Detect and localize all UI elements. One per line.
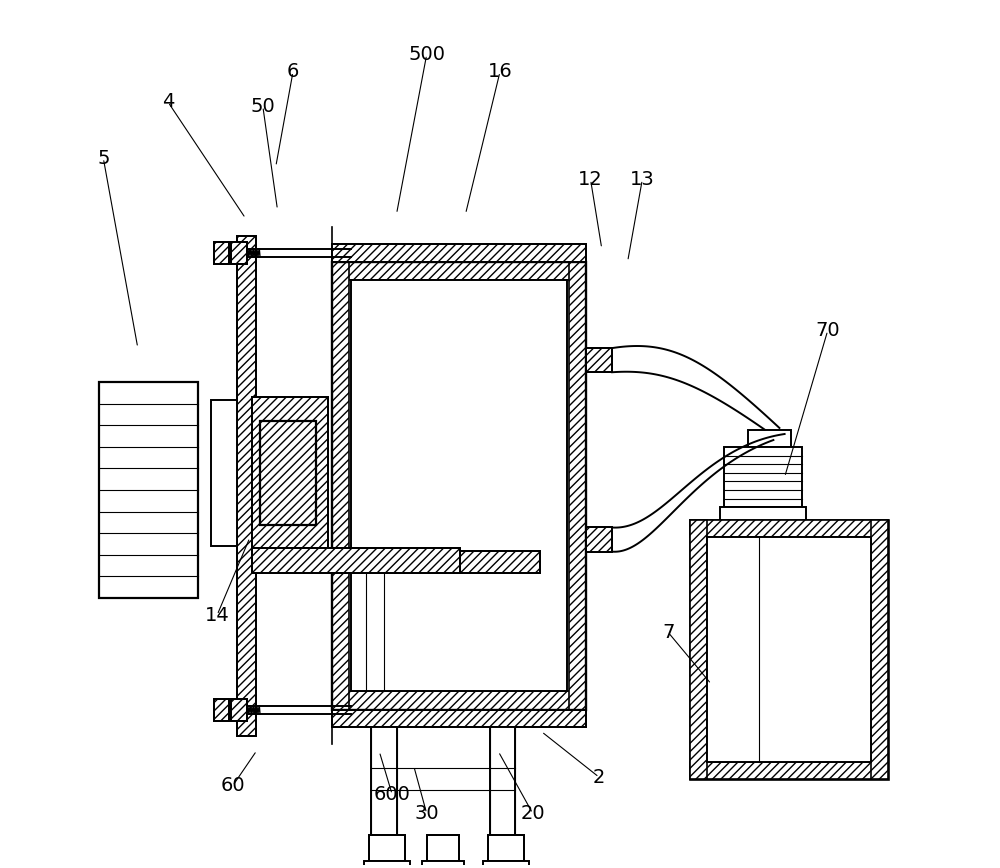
Text: 4: 4 (162, 93, 174, 111)
Text: 2: 2 (593, 768, 605, 786)
Polygon shape (252, 398, 328, 549)
Polygon shape (332, 244, 586, 261)
Polygon shape (690, 520, 707, 779)
Polygon shape (690, 762, 888, 779)
Text: 70: 70 (815, 321, 840, 340)
Text: 13: 13 (630, 170, 655, 189)
Text: 30: 30 (414, 804, 439, 823)
Polygon shape (237, 235, 256, 736)
Polygon shape (252, 549, 460, 573)
Polygon shape (724, 447, 802, 507)
Polygon shape (214, 699, 229, 721)
Polygon shape (488, 835, 524, 861)
Polygon shape (569, 261, 586, 710)
Polygon shape (214, 241, 229, 264)
Polygon shape (260, 421, 316, 524)
Polygon shape (332, 691, 586, 710)
Polygon shape (231, 699, 247, 721)
Text: 60: 60 (220, 776, 245, 795)
Polygon shape (586, 528, 612, 552)
Polygon shape (483, 861, 529, 868)
Text: 7: 7 (662, 623, 674, 641)
Polygon shape (231, 241, 247, 264)
Text: 14: 14 (205, 606, 229, 625)
Polygon shape (707, 537, 871, 762)
Polygon shape (871, 520, 888, 779)
Text: 20: 20 (520, 804, 545, 823)
Text: 500: 500 (408, 45, 445, 64)
Text: 50: 50 (250, 96, 275, 115)
Polygon shape (371, 727, 397, 835)
Polygon shape (349, 550, 540, 574)
Polygon shape (332, 261, 586, 280)
Polygon shape (690, 520, 888, 779)
Text: 600: 600 (374, 785, 411, 804)
Polygon shape (490, 727, 515, 835)
Polygon shape (690, 520, 888, 537)
Polygon shape (369, 835, 405, 861)
Polygon shape (748, 430, 791, 447)
Polygon shape (720, 507, 806, 523)
Polygon shape (99, 382, 198, 598)
Polygon shape (332, 261, 349, 710)
Text: 6: 6 (287, 62, 299, 82)
Polygon shape (211, 399, 237, 546)
Polygon shape (586, 348, 612, 372)
Polygon shape (427, 835, 459, 861)
Polygon shape (422, 861, 464, 868)
Text: 5: 5 (97, 148, 110, 168)
Text: 16: 16 (488, 62, 512, 82)
Polygon shape (332, 710, 586, 727)
Polygon shape (364, 861, 410, 868)
Polygon shape (351, 280, 567, 691)
Text: 12: 12 (578, 170, 603, 189)
